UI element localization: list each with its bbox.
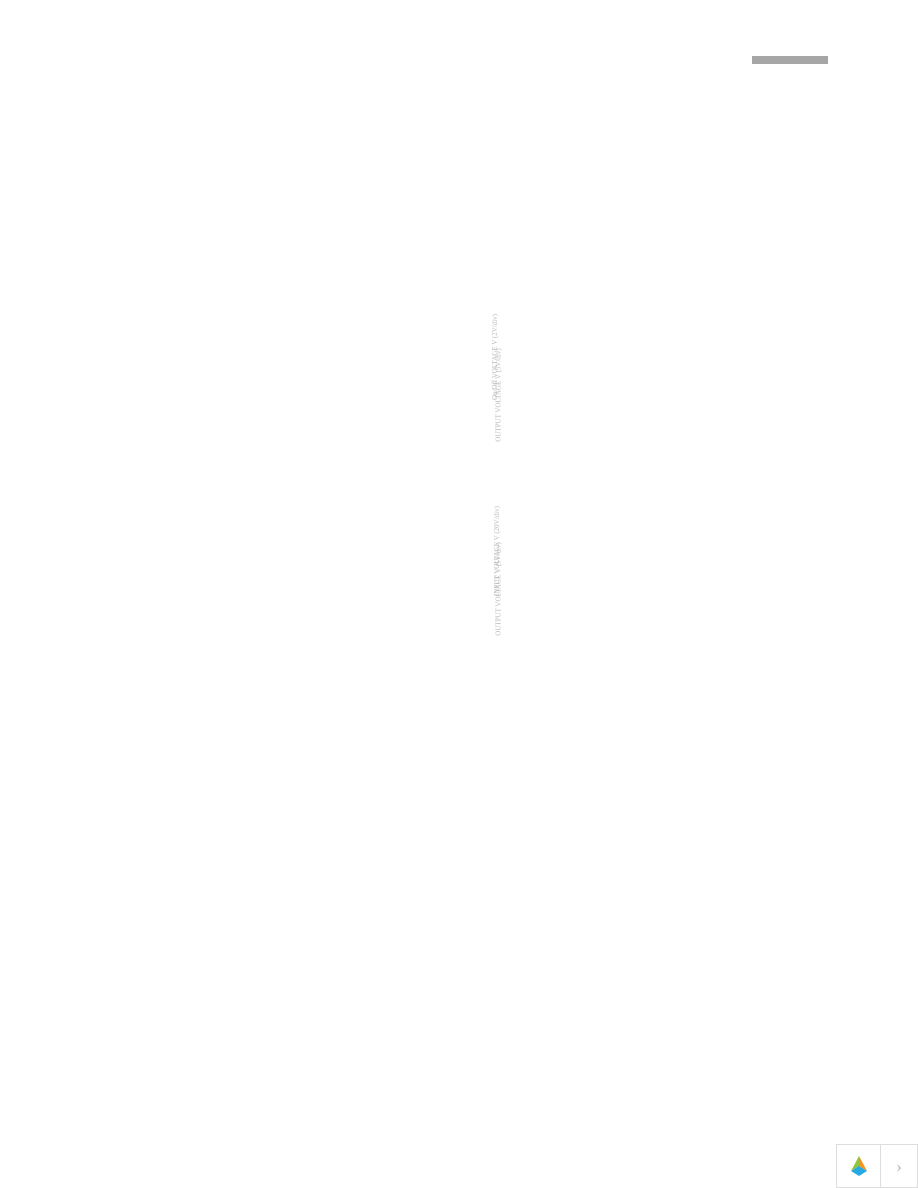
fig6-caption — [474, 630, 828, 664]
fig4-chart — [474, 88, 774, 238]
data-sheet-badge — [752, 56, 828, 64]
fig5-ylabel2: OUTPUT VOLTAGE V (5V/div) — [495, 348, 503, 441]
fig3-cell — [90, 476, 444, 664]
fig4-cell — [474, 88, 828, 276]
fig1-caption — [90, 242, 444, 276]
fig2-cell — [90, 282, 444, 470]
corner-widget[interactable]: › — [836, 1144, 918, 1188]
figure-grid: On/Off VOLTAGE V (2V/div) OUTPUT VOLTAGE… — [90, 88, 828, 664]
fig5-cell: On/Off VOLTAGE V (2V/div) OUTPUT VOLTAGE… — [474, 282, 828, 470]
fig2-caption — [90, 436, 444, 470]
chevron-right-icon[interactable]: › — [881, 1145, 917, 1187]
fig3-caption — [90, 630, 444, 664]
fig1-cell — [90, 88, 444, 276]
header-bar — [90, 56, 828, 64]
fig5-chart — [474, 282, 774, 432]
fig3-chart — [90, 476, 390, 626]
fig6-chart — [474, 476, 774, 626]
fig2-chart — [90, 282, 390, 432]
fig6-ylabel2: OUTPUT VOLTAGE V (5V/div) — [495, 542, 503, 635]
fig6-cell: INPUT VOLTAGE V (20V/div) OUTPUT VOLTAGE… — [474, 476, 828, 664]
logo-icon[interactable] — [837, 1145, 881, 1187]
fig1-chart — [90, 88, 390, 238]
fig4-caption — [474, 242, 828, 276]
fig5-caption — [474, 436, 828, 470]
